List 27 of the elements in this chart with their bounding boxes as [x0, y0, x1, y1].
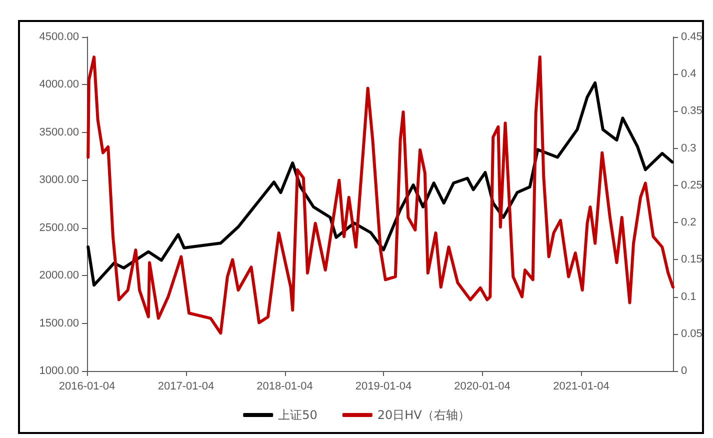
- y-tick-label: 4500.00: [39, 31, 79, 43]
- y2-tick-label: 0.2: [681, 216, 696, 229]
- y2-tick-label: 0.25: [681, 179, 702, 192]
- x-tick-label: 2016-01-04: [58, 380, 116, 392]
- y2-tick-label: 0.3: [681, 142, 696, 154]
- x-tick-label: 2018-01-04: [256, 380, 313, 392]
- y-tick-label: 4000.00: [39, 78, 79, 91]
- x-tick-label: 2019-01-04: [355, 380, 412, 392]
- legend-label: 上证50: [278, 408, 318, 422]
- x-tick-label: 2021-01-04: [553, 380, 610, 392]
- y2-tick-label: 0.05: [681, 328, 702, 340]
- x-tick-label: 2017-01-04: [158, 380, 214, 392]
- y-tick-label: 1000.00: [39, 365, 79, 377]
- y-tick-label: 3000.00: [39, 174, 79, 186]
- y-tick-label: 1500.00: [39, 317, 79, 330]
- y2-tick-label: 0.45: [681, 31, 702, 43]
- y2-tick-label: 0: [681, 365, 688, 377]
- y-tick-label: 2500.00: [39, 222, 79, 234]
- line-series: [86, 56, 674, 335]
- legend-label: 20日HV（右轴）: [377, 408, 470, 422]
- y-tick-label: 3500.00: [39, 126, 79, 138]
- y2-tick-label: 0.1: [681, 290, 696, 303]
- y2-tick-label: 0.15: [681, 254, 702, 266]
- y-tick-label: 2000.00: [39, 270, 79, 282]
- x-tick-label: 2020-01-04: [454, 380, 510, 392]
- y2-tick-label: 0.35: [681, 105, 702, 118]
- y2-tick-label: 0.4: [681, 68, 696, 80]
